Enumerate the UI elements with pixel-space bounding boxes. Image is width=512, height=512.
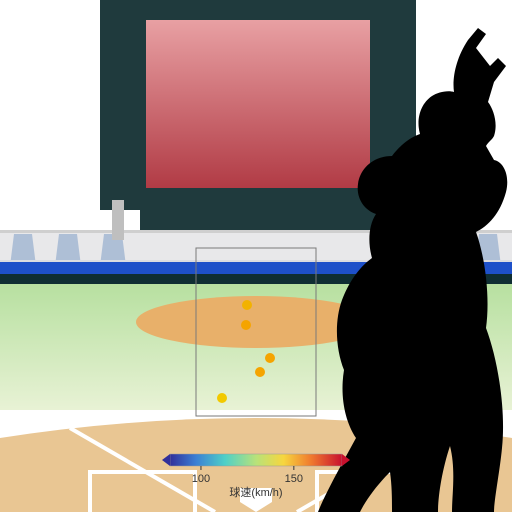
- colorbar-tick-label: 150: [285, 473, 303, 485]
- colorbar-label: 球速(km/h): [229, 485, 282, 499]
- colorbar-tick-label: 100: [192, 473, 210, 485]
- pitch-location-chart: 100 150球速(km/h): [0, 0, 512, 512]
